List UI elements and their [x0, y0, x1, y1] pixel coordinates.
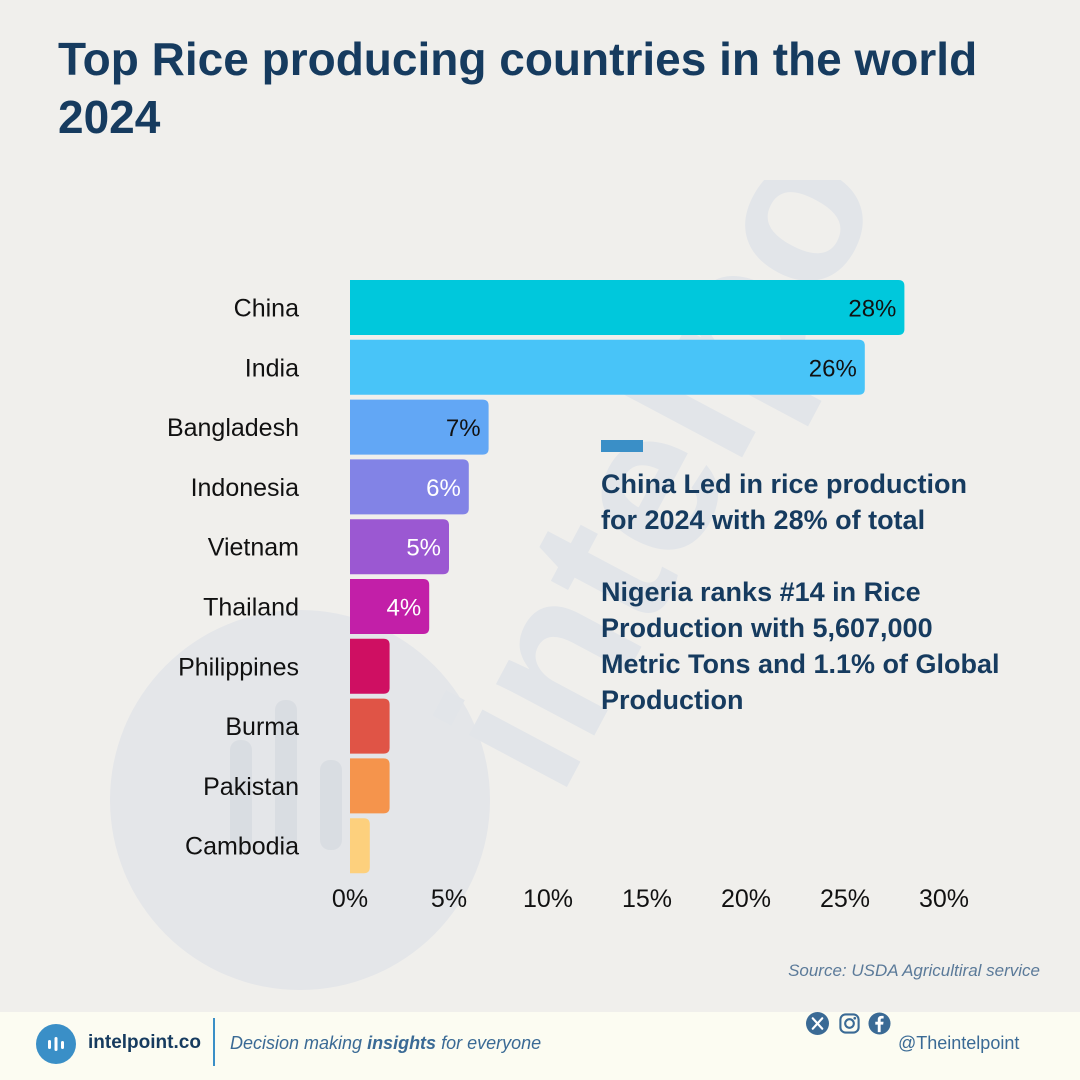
- intelpoint-logo-icon[interactable]: [36, 1024, 76, 1064]
- value-label-china: 28%: [848, 296, 896, 323]
- category-label-bangladesh: Bangladesh: [167, 414, 299, 442]
- annotation-box: China Led in rice production for 2024 wi…: [601, 440, 1001, 718]
- instagram-icon[interactable]: [838, 1012, 861, 1035]
- social-handle[interactable]: @Theintelpoint: [898, 1033, 1020, 1053]
- bar-thailand: [350, 579, 430, 634]
- tagline: Decision making insights for everyone: [230, 1033, 542, 1053]
- bar-chart: China 28% India 26% Bangladesh 7% Indonesia 6% V…: [167, 280, 969, 913]
- x-tick-label: 5%: [431, 885, 467, 913]
- bar-philippines: [350, 638, 390, 694]
- bar-vietnam: [350, 519, 449, 575]
- category-label-indonesia: Indonesia: [191, 474, 300, 502]
- category-label-burma: Burma: [225, 713, 299, 741]
- bar-china: [350, 280, 905, 335]
- x-tick-label: 25%: [820, 885, 870, 913]
- page-title: Top Rice producing countries in the worl…: [58, 33, 978, 143]
- bar-pakistan: [350, 758, 390, 814]
- value-label-bangladesh: 7%: [446, 415, 481, 442]
- value-label-india: 26%: [809, 355, 857, 382]
- bar-india: [350, 339, 865, 395]
- category-label-china: China: [234, 295, 299, 323]
- footer-divider: [213, 1018, 215, 1066]
- category-label-cambodia: Cambodia: [185, 833, 299, 861]
- bar-bangladesh: [350, 399, 489, 455]
- x-tick-label: 30%: [919, 885, 969, 913]
- bar-indonesia: [350, 459, 469, 515]
- category-label-philippines: Philippines: [178, 653, 299, 681]
- bar-cambodia: [350, 818, 370, 874]
- x-icon[interactable]: [806, 1012, 829, 1035]
- category-label-thailand: Thailand: [203, 594, 299, 622]
- annotation-line-2: Nigeria ranks #14 in Rice Production wit…: [601, 577, 1000, 715]
- category-label-pakistan: Pakistan: [203, 773, 299, 801]
- source-note: Source: USDA Agricultiral service: [788, 961, 1040, 980]
- value-label-indonesia: 6%: [426, 475, 461, 502]
- value-label-thailand: 4%: [387, 595, 422, 622]
- category-label-vietnam: Vietnam: [208, 534, 299, 562]
- annotation-line-1: China Led in rice production for 2024 wi…: [601, 469, 968, 535]
- annotation-accent: [601, 440, 643, 452]
- category-label-india: India: [245, 354, 299, 382]
- footer: intelpoint.co Decision making insights f…: [0, 1012, 1080, 1080]
- brand-link[interactable]: intelpoint.co: [88, 1032, 201, 1053]
- bar-burma: [350, 698, 390, 754]
- x-tick-label: 0%: [332, 885, 368, 913]
- value-label-vietnam: 5%: [406, 535, 441, 562]
- x-tick-label: 15%: [622, 885, 672, 913]
- x-tick-label: 10%: [523, 885, 573, 913]
- x-tick-label: 20%: [721, 885, 771, 913]
- facebook-icon[interactable]: [868, 1012, 891, 1035]
